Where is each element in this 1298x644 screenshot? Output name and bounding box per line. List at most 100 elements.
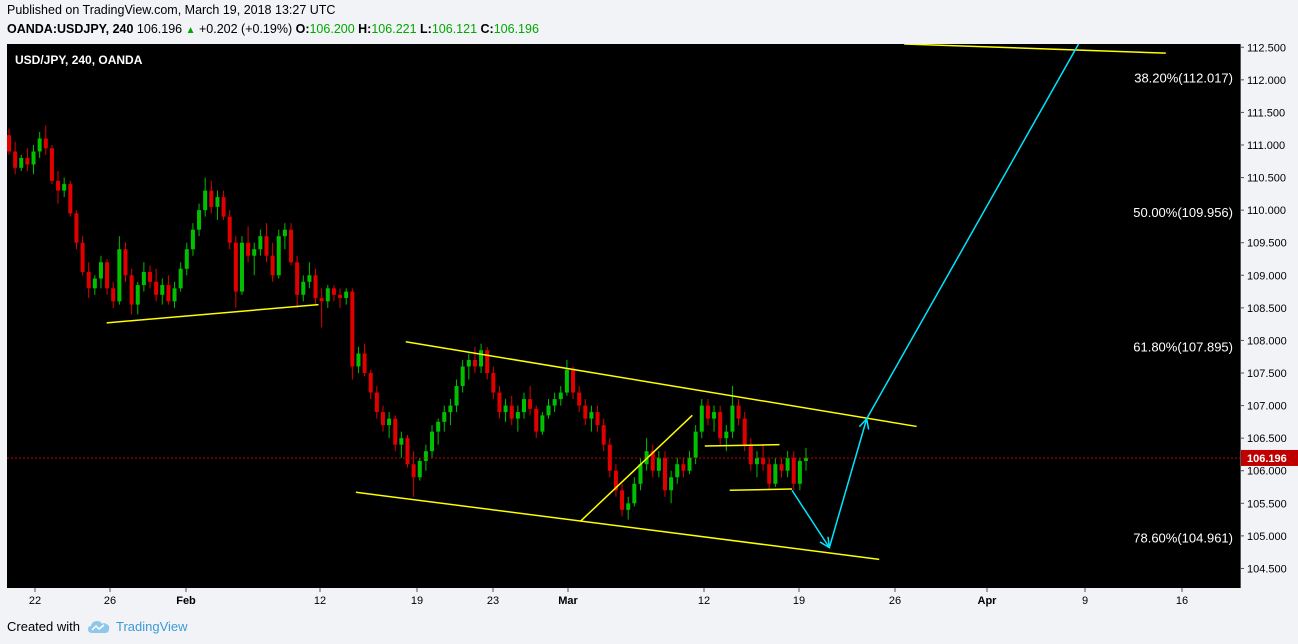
candle-body <box>252 249 257 256</box>
candle-body <box>399 438 404 445</box>
low-label: L: <box>420 22 432 36</box>
candle-body <box>319 298 324 302</box>
x-tick-label: 16 <box>1176 595 1188 607</box>
y-tick-label: 109.500 <box>1247 238 1287 250</box>
candle-body <box>460 366 465 387</box>
candle-body <box>785 457 790 471</box>
x-tick-label: 22 <box>29 595 41 607</box>
y-tick-label: 108.000 <box>1247 335 1287 347</box>
candle-body <box>19 158 24 168</box>
projection-segment <box>866 44 1080 419</box>
candle-body <box>564 369 569 393</box>
x-tick-label: Apr <box>978 595 998 607</box>
candle-body <box>270 255 275 276</box>
last-price-marker <box>1241 449 1298 466</box>
trend-line <box>579 414 693 523</box>
candle-body <box>111 288 116 302</box>
candle-body <box>773 464 778 484</box>
candle-body <box>448 405 453 413</box>
price-change: +0.202 (+0.19%) <box>198 22 293 36</box>
candle-body <box>331 288 336 295</box>
x-tick-label: 26 <box>104 595 116 607</box>
trend-line <box>704 443 780 447</box>
candle-body <box>37 138 42 152</box>
footer: Created with TradingView <box>7 619 188 634</box>
last-price: 106.196 <box>136 22 183 36</box>
candle-body <box>509 405 514 419</box>
x-tick-label: 9 <box>1082 595 1088 607</box>
candle-body <box>699 405 704 432</box>
candle-body <box>123 249 128 276</box>
candle-body <box>693 431 698 458</box>
y-tick-label: 107.500 <box>1247 368 1287 380</box>
close-label: C: <box>480 22 494 36</box>
projection-segment <box>791 489 830 549</box>
candle-body <box>221 197 226 217</box>
candle-body <box>472 359 477 367</box>
candle-body <box>620 490 625 510</box>
candle-body <box>718 412 723 439</box>
candle-body <box>215 197 220 207</box>
candle-body <box>387 418 392 426</box>
candle-body <box>712 412 717 419</box>
candle-body <box>43 138 48 149</box>
candle-body <box>767 464 772 484</box>
candle-body <box>307 275 312 282</box>
candle-body <box>748 444 753 465</box>
candle-body <box>350 291 355 367</box>
y-tick-label: 109.000 <box>1247 270 1287 282</box>
candle-body <box>13 151 18 168</box>
candle-body <box>791 457 796 484</box>
projection-arrowhead-icon <box>819 536 831 550</box>
candle-body <box>117 249 122 302</box>
candle-body <box>485 350 490 374</box>
fib-level-label: 50.00%(109.956) <box>1133 205 1233 220</box>
trend-line <box>355 491 880 561</box>
candle-body <box>423 451 428 461</box>
candle-body <box>276 236 281 276</box>
candle-body <box>368 373 373 393</box>
y-tick-label: 111.500 <box>1247 107 1285 119</box>
candle-body <box>49 148 54 181</box>
candle-body <box>632 483 637 504</box>
price-chart[interactable]: USD/JPY, 240, OANDA 38.20%(112.017) 50.00… <box>7 44 1240 588</box>
candle-body <box>56 180 61 191</box>
candle-body <box>754 457 759 465</box>
x-tick-label: 12 <box>314 595 326 607</box>
candle-body <box>583 405 588 419</box>
trend-line <box>106 303 319 324</box>
candle-body <box>197 210 202 230</box>
candle-body <box>209 190 214 207</box>
candle-body <box>503 405 508 413</box>
candle-body <box>687 457 692 471</box>
candle-body <box>638 464 643 484</box>
y-tick-label: 104.500 <box>1247 563 1287 575</box>
candle-body <box>105 262 110 289</box>
candle-body <box>98 262 103 279</box>
x-tick-label: 19 <box>411 595 423 607</box>
candle-body <box>154 281 159 295</box>
candle-body <box>172 288 177 302</box>
price-axis[interactable]: 112.500 112.000 111.500 111.000 110.500 110.0… <box>1240 44 1298 588</box>
chart-title: USD/JPY, 240, OANDA <box>15 53 143 67</box>
candle-body <box>534 408 539 432</box>
candle-body <box>546 405 551 416</box>
y-tick-label: 107.000 <box>1247 401 1287 413</box>
candle-body <box>436 421 441 432</box>
candle-body <box>411 464 416 478</box>
candle-body <box>558 392 563 400</box>
x-tick-label: 19 <box>793 595 805 607</box>
candle-body <box>724 431 729 439</box>
time-axis[interactable]: 22 26 Feb 12 19 23 Mar 12 19 26 Apr 9 16 <box>7 588 1240 610</box>
candle-body <box>74 213 79 243</box>
candle-body <box>669 477 674 491</box>
candle-body <box>804 457 808 461</box>
tradingview-link[interactable]: TradingView <box>115 619 188 634</box>
high-label: H: <box>358 22 372 36</box>
y-tick-label: 112.000 <box>1247 75 1286 87</box>
candle-body <box>681 464 686 471</box>
candle-body <box>589 412 594 419</box>
candle-body <box>148 272 153 282</box>
candle-body <box>62 184 67 191</box>
candle-body <box>289 229 294 263</box>
